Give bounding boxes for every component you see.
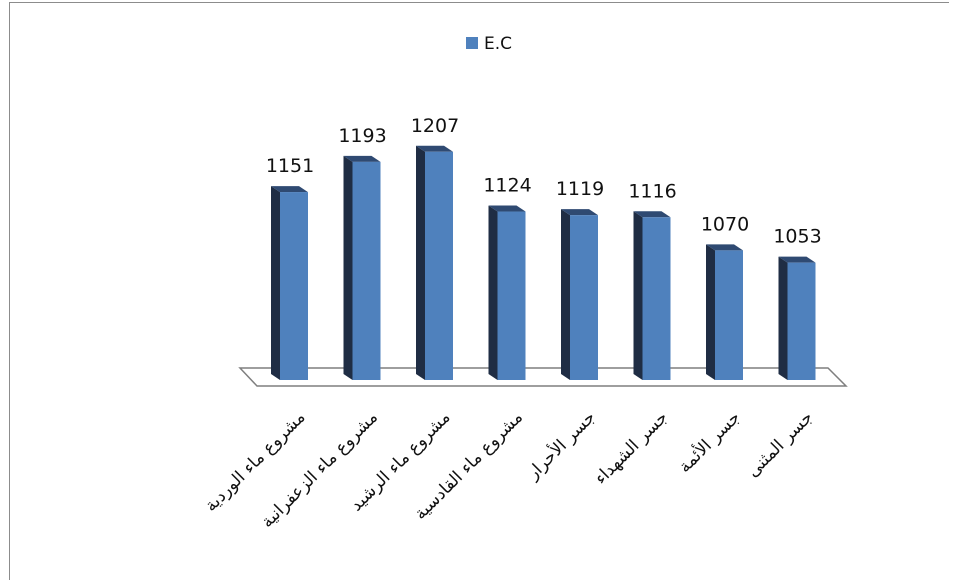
category-label: جسر الشهداء: [591, 407, 672, 488]
bar-side: [489, 206, 498, 380]
bar-side: [706, 244, 715, 380]
category-label: جسر الأحرار: [522, 407, 600, 485]
category-label: جسر المثنى: [743, 407, 817, 481]
bar-4: [489, 206, 526, 380]
value-label: 1193: [338, 125, 386, 147]
value-label: 1151: [266, 155, 314, 177]
bar-8: [779, 257, 816, 380]
value-label: 1124: [483, 175, 531, 197]
category-label: جسر الأئمة: [674, 407, 744, 477]
bar-6: [634, 211, 671, 380]
value-label: 1207: [411, 115, 459, 137]
bar-side: [344, 156, 353, 380]
bar-side: [561, 209, 570, 380]
bar-front: [570, 215, 598, 380]
bar-front: [280, 192, 308, 380]
value-label: 1053: [773, 226, 821, 248]
bar-front: [498, 212, 526, 380]
bar-side: [416, 146, 425, 380]
bar-front: [425, 152, 453, 380]
value-label: 1116: [628, 180, 676, 202]
chart-floor: [240, 368, 846, 386]
bar-2: [344, 156, 381, 380]
bar-1: [271, 186, 308, 380]
bar-front: [788, 263, 816, 380]
bar-side: [271, 186, 280, 380]
bars: [271, 146, 816, 380]
legend-swatch-ec: [466, 37, 478, 49]
bar-3: [416, 146, 453, 380]
legend: E.C: [466, 34, 512, 54]
value-label: 1070: [701, 213, 749, 235]
bar-5: [561, 209, 598, 380]
bar-side: [634, 211, 643, 380]
bar-7: [706, 244, 743, 380]
bar-side: [779, 257, 788, 380]
bar-front: [715, 250, 743, 380]
value-label: 1119: [556, 178, 604, 200]
bar-front: [353, 162, 381, 380]
legend-label-ec: E.C: [484, 34, 512, 54]
bar-front: [643, 217, 671, 380]
